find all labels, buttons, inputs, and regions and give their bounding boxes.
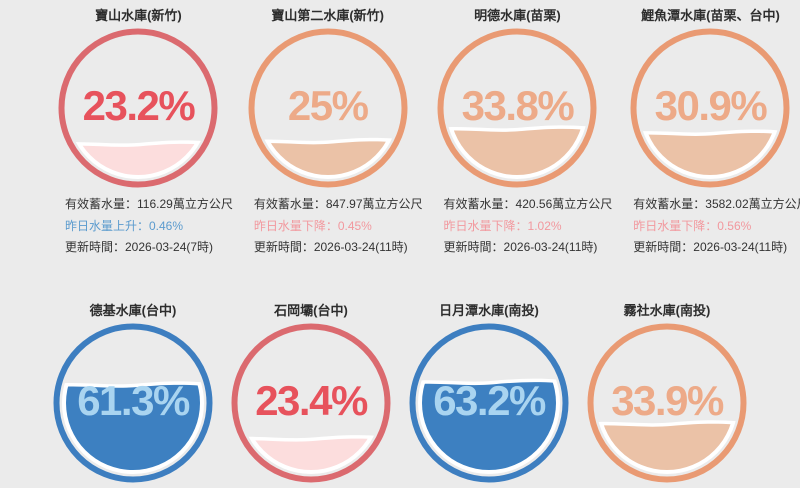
gauge-svg xyxy=(409,323,569,482)
reservoir-card: 德基水庫(台中) 61.3% xyxy=(44,302,222,483)
gauge-percent-label: 33.9% xyxy=(611,376,724,424)
daily-change-text: 昨日水量上升：0.46% xyxy=(65,218,184,233)
gauge-svg xyxy=(53,323,213,482)
water-level-gauge: 61.3% xyxy=(53,323,213,483)
update-time-text: 更新時間：2026-03-24(11時) xyxy=(253,240,408,254)
storage-volume-text: 有效蓄水量：3582.02萬立方公尺 xyxy=(633,197,800,211)
gauge-percent-label: 23.4% xyxy=(255,376,368,424)
water-level-gauge: 63.2% xyxy=(409,323,569,483)
gauge-percent-label: 33.8% xyxy=(461,82,575,130)
water-level-gauge: 25% xyxy=(248,28,408,188)
water-level-gauge: 23.4% xyxy=(231,323,391,483)
water-fill xyxy=(600,423,734,470)
update-time-text: 更新時間：2026-03-24(7時) xyxy=(65,240,214,254)
reservoir-card: 日月潭水庫(南投) 63.2% xyxy=(400,302,578,483)
gauge-ring xyxy=(587,323,747,482)
gauge-svg xyxy=(231,323,391,482)
reservoir-info: 有效蓄水量：420.56萬立方公尺 昨日水量下降：1.02% 更新時間：2026… xyxy=(423,194,613,259)
reservoir-title: 寶山水庫(新竹) xyxy=(95,8,182,23)
reservoir-info: 有效蓄水量：847.97萬立方公尺 昨日水量下降：0.45% 更新時間：2026… xyxy=(233,194,423,259)
gauge-svg xyxy=(58,28,218,188)
water-level-gauge: 33.8% xyxy=(437,28,597,188)
storage-volume-text: 有效蓄水量：116.29萬立方公尺 xyxy=(65,197,233,211)
gauge-ring xyxy=(248,28,408,188)
water-fill xyxy=(450,128,585,175)
daily-change-text: 昨日水量下降：0.56% xyxy=(633,218,752,233)
gauge-svg xyxy=(587,323,747,482)
gauge-ring xyxy=(58,28,218,188)
daily-change-text: 昨日水量下降：1.02% xyxy=(443,218,562,233)
storage-volume-text: 有效蓄水量：420.56萬立方公尺 xyxy=(443,197,613,211)
reservoir-card: 明德水庫(苗栗) 33.8% 有效蓄水量：420.56萬立方公尺 昨日水量下降：… xyxy=(423,7,613,259)
water-fill xyxy=(643,132,778,175)
water-level-gauge: 30.9% xyxy=(630,28,790,188)
water-fill xyxy=(260,141,395,175)
gauge-percent-label: 61.3% xyxy=(77,376,190,424)
gauge-ring xyxy=(231,323,391,482)
reservoir-card: 霧社水庫(南投) 33.9% xyxy=(578,302,756,483)
reservoir-card: 寶山第二水庫(新竹) 25% 有效蓄水量：847.97萬立方公尺 昨日水量下降：… xyxy=(233,7,423,259)
update-time-text: 更新時間：2026-03-24(11時) xyxy=(443,240,598,254)
reservoir-row-top: 寶山水庫(新竹) 23.2% 有效蓄水量：116.29萬立方公尺 昨日水量上升：… xyxy=(44,7,800,259)
gauge-svg xyxy=(437,28,597,188)
reservoir-title: 德基水庫(台中) xyxy=(89,302,177,318)
gauge-ring xyxy=(630,28,790,188)
water-level-gauge: 33.9% xyxy=(587,323,747,483)
gauge-ring xyxy=(409,323,569,482)
storage-volume-text: 有效蓄水量：847.97萬立方公尺 xyxy=(253,197,423,211)
gauge-svg xyxy=(248,28,408,188)
reservoir-title: 寶山第二水庫(新竹) xyxy=(271,8,385,23)
water-level-gauge: 23.2% xyxy=(58,28,218,188)
update-time-text: 更新時間：2026-03-24(11時) xyxy=(633,240,788,254)
reservoir-card: 鯉魚潭水庫(苗栗、台中) 30.9% 有效蓄水量：3582.02萬立方公尺 昨日… xyxy=(612,7,800,259)
reservoir-info: 有效蓄水量：116.29萬立方公尺 昨日水量上升：0.46% 更新時間：2026… xyxy=(44,194,233,259)
gauge-ring xyxy=(437,28,597,188)
gauge-percent-label: 23.2% xyxy=(82,82,196,130)
reservoir-title: 霧社水庫(南投) xyxy=(623,302,711,318)
reservoir-row-bottom: 德基水庫(台中) 61.3% 石岡壩(台中) 23.4% 日月潭水庫(南投) 6… xyxy=(0,302,800,483)
gauge-percent-label: 25% xyxy=(287,82,369,130)
reservoir-title: 日月潭水庫(南投) xyxy=(439,302,539,318)
gauge-percent-label: 30.9% xyxy=(654,82,768,130)
reservoir-title: 石岡壩(台中) xyxy=(274,302,348,318)
reservoir-card: 寶山水庫(新竹) 23.2% 有效蓄水量：116.29萬立方公尺 昨日水量上升：… xyxy=(44,7,233,259)
gauge-svg xyxy=(630,28,790,188)
daily-change-text: 昨日水量下降：0.45% xyxy=(253,218,372,233)
gauge-ring xyxy=(53,323,213,482)
reservoir-card: 石岡壩(台中) 23.4% xyxy=(222,302,400,483)
reservoir-info: 有效蓄水量：3582.02萬立方公尺 昨日水量下降：0.56% 更新時間：202… xyxy=(612,194,800,259)
reservoir-title: 明德水庫(苗栗) xyxy=(474,8,561,23)
gauge-percent-label: 63.2% xyxy=(433,376,546,424)
reservoir-title: 鯉魚潭水庫(苗栗、台中) xyxy=(641,8,780,23)
